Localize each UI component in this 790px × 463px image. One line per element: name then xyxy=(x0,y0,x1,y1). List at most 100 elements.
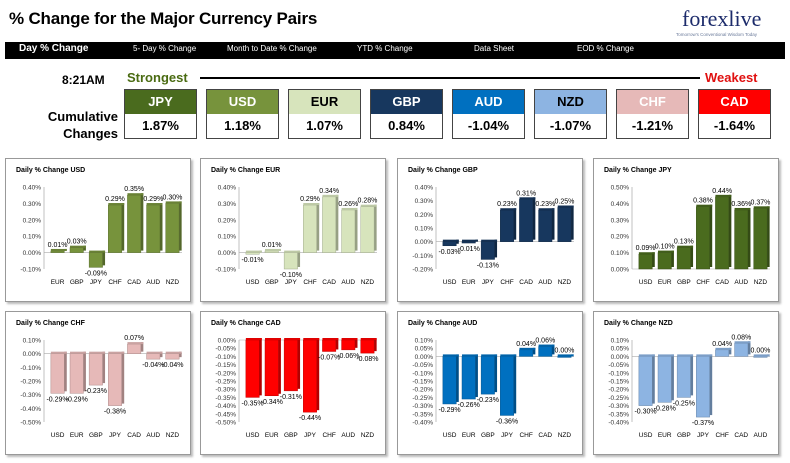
bar-top xyxy=(462,239,478,242)
y-tick-label: 0.10% xyxy=(218,234,237,241)
y-tick-label: -0.15% xyxy=(608,379,629,386)
bar-side xyxy=(140,193,144,251)
data-label: -0.01% xyxy=(241,257,263,264)
y-tick-label: 0.20% xyxy=(611,234,630,241)
cumulative-label-line1: Cumulative xyxy=(47,109,118,124)
category-label: CHF xyxy=(519,432,532,439)
bar-top xyxy=(442,354,459,357)
tab-month-to-date-change[interactable]: Month to Date % Change xyxy=(227,44,317,53)
category-label: CHF xyxy=(322,432,335,439)
currency-code: EUR xyxy=(289,90,360,114)
bar-top xyxy=(322,338,339,340)
category-label: CAD xyxy=(538,432,552,439)
forexlive-logo[interactable]: forexlive Tomorrow's Conventional Wisdom… xyxy=(670,4,780,42)
tab-5day-change[interactable]: 5- Day % Change xyxy=(133,44,197,53)
category-label: USD xyxy=(246,279,260,286)
y-tick-label: -0.10% xyxy=(20,267,41,274)
bar-top xyxy=(462,354,478,357)
chart-title: Daily % Change CAD xyxy=(211,320,281,327)
bar xyxy=(303,339,317,413)
bar xyxy=(638,356,653,406)
y-tick-label: -0.35% xyxy=(215,395,236,402)
bar-top xyxy=(557,205,574,208)
bar-top xyxy=(165,201,182,204)
currency-change-value: -1.04% xyxy=(467,118,510,133)
category-label: EUR xyxy=(462,432,476,439)
bar xyxy=(88,252,103,268)
chart-panel-cad: Daily % Change CAD 0.00% -0.05% -0.10% -0.1… xyxy=(200,311,386,455)
category-label: CHF xyxy=(696,279,709,286)
bar xyxy=(69,247,84,253)
y-tick-label: 0.00% xyxy=(611,267,630,274)
y-tick-label: -0.40% xyxy=(412,420,433,427)
bar xyxy=(557,207,572,242)
tab-eod-change[interactable]: EOD % Change xyxy=(577,44,634,53)
logo-text: forexlive xyxy=(682,6,762,31)
currency-code: CHF xyxy=(617,90,688,114)
data-label: -0.04% xyxy=(161,362,183,369)
category-label: CAD xyxy=(127,432,141,439)
bar-top xyxy=(70,351,86,354)
bar xyxy=(461,356,476,400)
currency-change-value: -1.64% xyxy=(713,118,756,133)
bar xyxy=(283,252,298,270)
category-label: GBP xyxy=(265,279,279,286)
bar-top xyxy=(50,248,67,251)
currency-box-cad: CAD -1.64% xyxy=(698,89,771,139)
y-tick-label: 0.50% xyxy=(611,185,630,192)
bar xyxy=(676,356,691,398)
tab-day-change[interactable]: Day % Change xyxy=(19,43,89,54)
bar xyxy=(557,356,572,358)
data-label: -0.23% xyxy=(477,397,499,404)
category-label: CHF xyxy=(303,279,316,286)
bar-top xyxy=(638,252,655,255)
y-tick-label: -0.50% xyxy=(215,420,236,427)
chart-chf: 0.10% 0.00% -0.10% -0.20% -0.30% -0.40% -0.50%… xyxy=(20,335,183,439)
bar xyxy=(322,196,337,253)
data-label: -0.37% xyxy=(692,420,714,427)
bar xyxy=(519,199,534,242)
bar xyxy=(108,204,122,253)
bar xyxy=(283,339,298,392)
data-label: 0.13% xyxy=(674,239,694,246)
bar-side xyxy=(83,351,86,392)
bar-top xyxy=(89,351,106,354)
y-tick-label: 0.10% xyxy=(611,338,630,345)
category-label: CHF xyxy=(715,432,728,439)
bar-top xyxy=(753,206,770,209)
data-label: -0.01% xyxy=(458,246,480,253)
category-label: USD xyxy=(51,432,65,439)
bar xyxy=(480,241,495,260)
bar-top xyxy=(442,239,459,242)
tab-data-sheet[interactable]: Data Sheet xyxy=(474,44,515,53)
bar xyxy=(245,252,260,255)
currency-code: USD xyxy=(207,90,278,114)
bar-top xyxy=(658,354,674,357)
y-tick-label: 0.40% xyxy=(218,185,237,192)
bar-side xyxy=(709,204,713,267)
y-tick-label: -0.35% xyxy=(608,411,629,418)
y-tick-label: 0.30% xyxy=(415,198,434,205)
bar-side xyxy=(709,354,713,416)
bar xyxy=(538,209,553,242)
data-label: 0.44% xyxy=(712,188,732,195)
bar-side xyxy=(335,194,339,251)
data-label: -0.44% xyxy=(299,415,321,422)
data-label: 0.01% xyxy=(262,242,282,249)
chart-title: Daily % Change EUR xyxy=(211,167,281,174)
timestamp: 8:21AM xyxy=(62,73,105,87)
bar-side xyxy=(652,252,655,267)
data-label: 0.28% xyxy=(357,198,377,205)
tab-ytd-change[interactable]: YTD % Change xyxy=(357,44,413,53)
category-label: JPY xyxy=(697,432,710,439)
bar-top xyxy=(658,250,674,253)
chart-gbp: 0.40% 0.30% 0.20% 0.10% 0.00% -0.10% -0.20% -0.… xyxy=(412,185,574,287)
category-label: NZD xyxy=(166,279,180,286)
chart-panel-chf: Daily % Change CHF 0.10% 0.00% -0.10% -0.20… xyxy=(5,311,191,455)
bar xyxy=(360,206,375,253)
bar-top xyxy=(127,342,144,345)
bar-side xyxy=(513,354,517,414)
category-label: CHF xyxy=(108,279,121,286)
bar-side xyxy=(259,338,262,396)
data-label: 0.38% xyxy=(693,198,713,205)
